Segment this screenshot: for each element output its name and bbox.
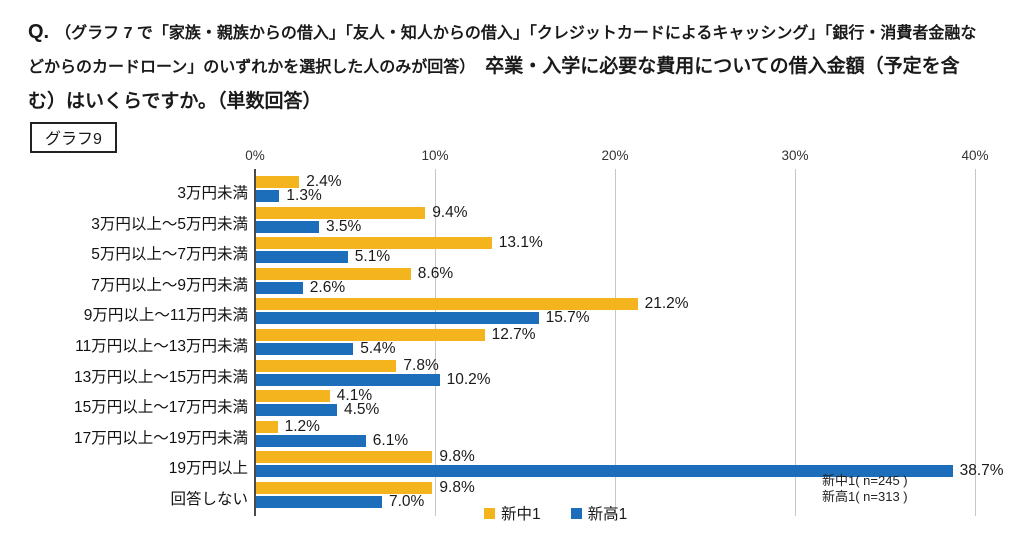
category-label: 19万円以上 (168, 460, 248, 478)
value-label: 4.1% (336, 387, 373, 405)
category-label: 11万円以上～13万円未満 (75, 338, 248, 355)
value-label: 9.4% (432, 203, 468, 221)
value-label: 7.0% (389, 493, 425, 510)
question-condition: （グラフ 7 で「家族・親族からの借入」「友人・知人からの借入」「クレジットカー… (28, 25, 977, 77)
bar-series-2 (256, 251, 348, 264)
value-label: 21.2% (644, 295, 689, 313)
bar-series-2 (256, 190, 280, 202)
category-label: 9万円以上～11万円未満 (83, 307, 248, 325)
grid-line (795, 169, 796, 516)
value-label: 2.4% (306, 173, 342, 190)
axis-line (254, 169, 256, 516)
category-label: 7万円以上～9万円未満 (91, 276, 248, 294)
grid-line (615, 169, 616, 516)
legend-swatch (484, 507, 495, 519)
value-label: 10.2% (446, 370, 491, 388)
category-label: 15万円以上～17万円未満 (74, 399, 248, 417)
grid-line (435, 169, 436, 516)
legend-item: 新高1 (570, 502, 628, 524)
value-label: 9.8% (439, 479, 475, 496)
legend-label: 新高1 (587, 506, 628, 523)
bar-series-1 (256, 451, 433, 464)
axis-tick-label: 20% (601, 148, 629, 163)
bar-series-1 (256, 267, 411, 280)
value-label: 2.6% (309, 278, 346, 296)
value-label: 13.1% (498, 234, 543, 252)
bar-series-1 (256, 359, 397, 372)
legend-item: 新中1 (484, 502, 541, 524)
value-label: 8.6% (417, 264, 454, 282)
question-text: Q. （グラフ 7 で「家族・親族からの借入」「友人・知人からの借入」「クレジット… (28, 14, 988, 120)
legend: 新中1 新高1 (484, 502, 627, 524)
value-label: 3.5% (326, 217, 362, 235)
axis-tick-label: 30% (781, 148, 809, 163)
category-label: 3万円未満 (177, 185, 248, 202)
bar-series-1 (256, 390, 330, 403)
value-label: 5.4% (360, 340, 396, 357)
bar-series-1 (256, 237, 492, 250)
category-label: 5万円以上～7万円未満 (91, 246, 248, 264)
bar-series-2 (256, 496, 382, 508)
bar-series-1 (256, 329, 485, 341)
legend-swatch (570, 507, 582, 519)
bar-series-1 (256, 420, 278, 433)
question-main: 卒業・入学に必要な費用についての借入金額（予定を含む）はいくらですか。（単数回答… (28, 56, 960, 112)
value-label: 15.7% (545, 309, 590, 327)
value-label: 12.7% (491, 326, 536, 343)
grid-line (975, 169, 976, 516)
axis-tick-label: 40% (961, 148, 989, 163)
bar-series-1 (256, 176, 300, 188)
category-label: 13万円以上～15万円未満 (74, 368, 248, 386)
value-label: 6.1% (372, 431, 409, 449)
value-label: 1.2% (284, 417, 320, 435)
value-label: 9.8% (439, 448, 475, 466)
axis-tick-label: 10% (421, 148, 449, 163)
bar-series-2 (256, 312, 539, 325)
category-label: 回答しない (170, 491, 248, 508)
bar-series-2 (256, 373, 440, 386)
value-label: 7.8% (403, 356, 439, 374)
sample-size-notes: 新中1( n=245 ) 新高1( n=313 ) (822, 473, 908, 505)
bar-series-2 (256, 404, 337, 417)
bar-series-1 (256, 482, 433, 494)
value-label: 38.7% (959, 462, 1004, 480)
bar-series-2 (256, 343, 354, 355)
bar-series-2 (256, 465, 953, 478)
question-prefix: Q. (28, 21, 50, 43)
category-label: 3万円以上～5万円未満 (91, 215, 248, 233)
category-label: 17万円以上～19万円未満 (74, 429, 248, 447)
bar-series-1 (256, 298, 638, 311)
graph-label: グラフ9 (30, 122, 117, 153)
sample-size-note: 新高1( n=313 ) (822, 489, 908, 504)
value-label: 4.5% (344, 401, 380, 419)
value-label: 1.3% (286, 187, 322, 204)
bar-series-1 (256, 206, 426, 219)
axis-tick-label: 0% (245, 148, 265, 163)
value-label: 5.1% (354, 248, 391, 266)
sample-size-note: 新中1( n=245 ) (822, 473, 908, 488)
bar-series-2 (256, 434, 366, 447)
legend-label: 新中1 (501, 506, 541, 523)
bar-series-2 (256, 220, 319, 233)
bar-series-2 (256, 281, 303, 294)
